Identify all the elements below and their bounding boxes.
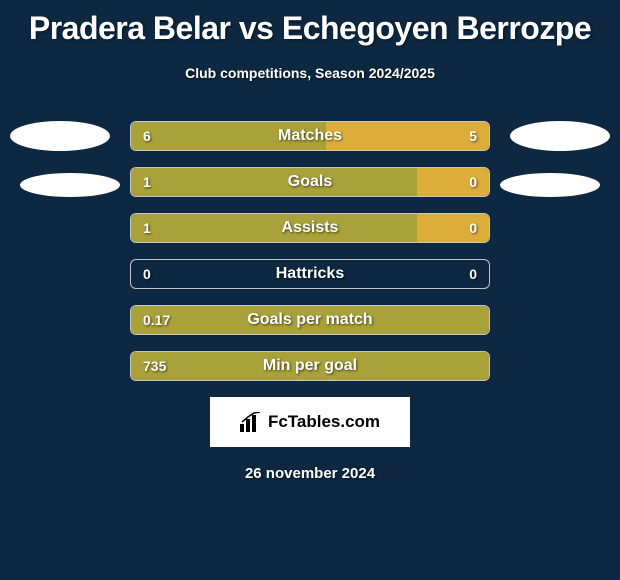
bar-label: Hattricks (131, 265, 489, 283)
bar-label: Goals (131, 173, 489, 191)
bar-label: Matches (131, 127, 489, 145)
bar-right-value: 5 (469, 128, 477, 144)
bar-right-value: 0 (469, 174, 477, 190)
bar-label: Goals per match (131, 311, 489, 329)
player-right-avatar (510, 121, 610, 151)
logo-box: FcTables.com (210, 397, 410, 447)
stat-bar: 6Matches5 (130, 121, 490, 151)
player-left-avatar (10, 121, 110, 151)
subtitle: Club competitions, Season 2024/2025 (0, 65, 620, 81)
stat-bar: 0Hattricks0 (130, 259, 490, 289)
stat-bar: 735Min per goal (130, 351, 490, 381)
bar-label: Min per goal (131, 357, 489, 375)
stat-bar: 1Goals0 (130, 167, 490, 197)
page-title: Pradera Belar vs Echegoyen Berrozpe (0, 0, 620, 47)
logo-chart-icon (240, 412, 262, 432)
bar-right-value: 0 (469, 266, 477, 282)
bar-right-value: 0 (469, 220, 477, 236)
stat-bar: 0.17Goals per match (130, 305, 490, 335)
chart-area: 6Matches51Goals01Assists00Hattricks00.17… (0, 121, 620, 381)
date-text: 26 november 2024 (0, 465, 620, 482)
team-right-avatar (500, 173, 600, 197)
team-left-avatar (20, 173, 120, 197)
logo-text: FcTables.com (268, 412, 380, 432)
stat-bar: 1Assists0 (130, 213, 490, 243)
bar-label: Assists (131, 219, 489, 237)
bars-container: 6Matches51Goals01Assists00Hattricks00.17… (0, 121, 620, 381)
